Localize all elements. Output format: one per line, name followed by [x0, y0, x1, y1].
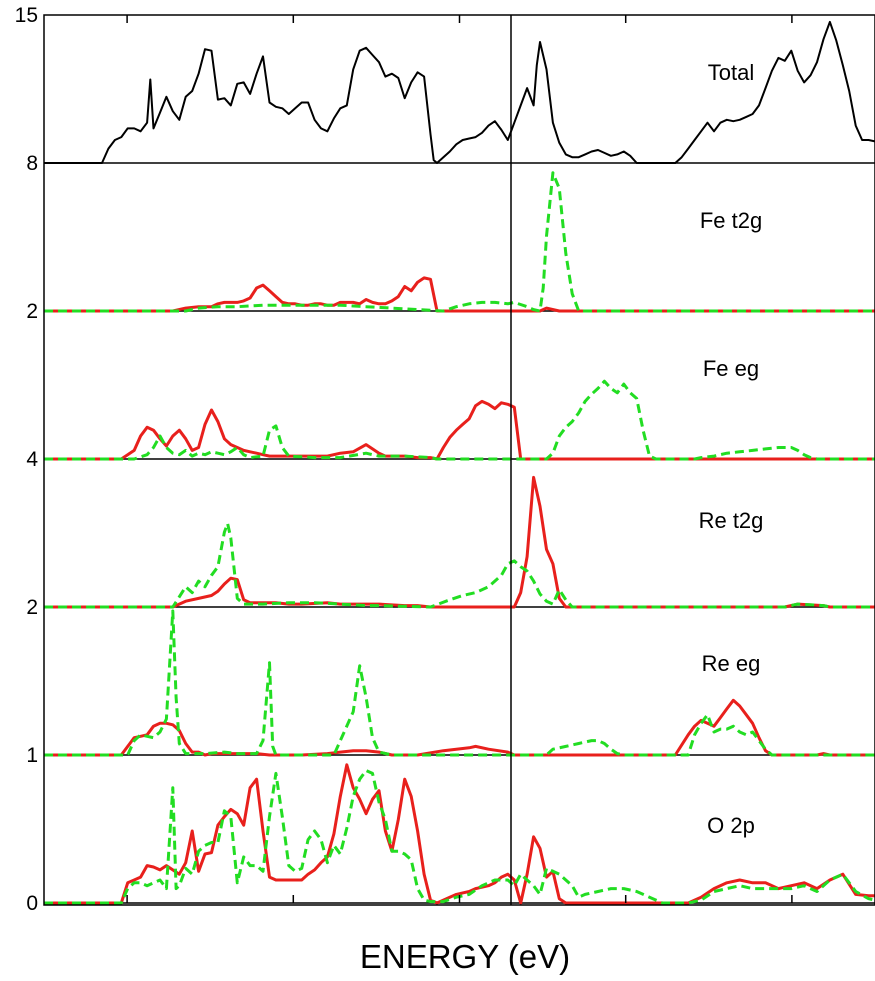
panel-label: Re eg [702, 651, 761, 676]
panel-label: Re t2g [699, 508, 764, 533]
y-tick-label: 8 [26, 152, 38, 175]
series-line-red [44, 475, 875, 609]
panel-label: O 2p [707, 813, 755, 838]
tick-layer: 15 8 2 4 2 1 0 [15, 4, 793, 915]
y-tick-label: 15 [15, 4, 38, 27]
panel-label: Fe t2g [700, 208, 762, 233]
panel-0: Total [44, 20, 875, 164]
panel-5: O 2p [44, 763, 875, 905]
panel-label: Total [708, 60, 754, 85]
x-axis-label: ENERGY (eV) [360, 938, 570, 975]
y-tick-label: 2 [26, 596, 38, 619]
y-tick-label: 2 [26, 300, 38, 323]
panel-label: Fe eg [703, 356, 759, 381]
y-tick-label: 4 [26, 448, 38, 471]
series-line-green [44, 609, 875, 757]
series-line-green [44, 171, 875, 313]
series-line-total [44, 20, 875, 164]
y-tick-label: 0 [26, 892, 38, 915]
series-line-red [44, 276, 875, 313]
panels-layer: Total Fe t2g Fe eg Re t2g Re eg O 2p [44, 20, 875, 905]
y-tick-label: 1 [26, 744, 38, 767]
series-line-green [44, 522, 875, 609]
panel-4: Re eg [44, 609, 875, 757]
series-line-red [44, 698, 875, 757]
panel-3: Re t2g [44, 475, 875, 609]
panel-2: Fe eg [44, 356, 875, 461]
panel-1: Fe t2g [44, 171, 875, 313]
series-line-green [44, 379, 875, 461]
